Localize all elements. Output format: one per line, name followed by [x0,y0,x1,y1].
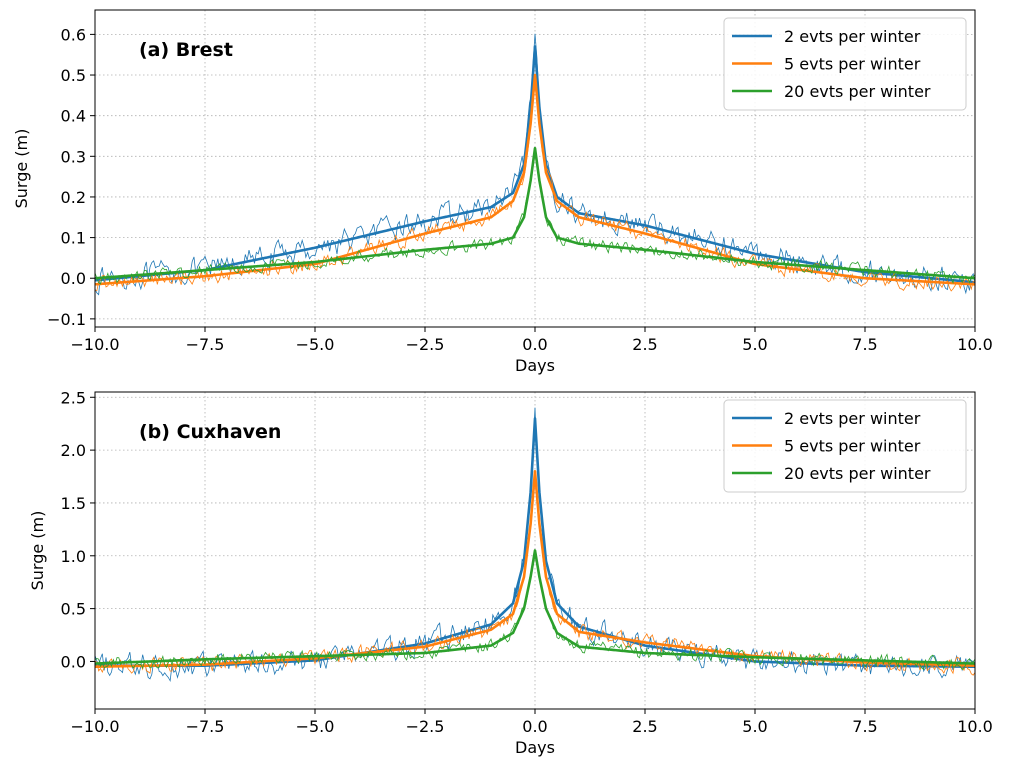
y-tick-label: 0.0 [61,269,86,288]
legend-label: 20 evts per winter [784,464,931,483]
y-tick-label: 2.5 [61,388,86,407]
y-tick-label: 1.5 [61,494,86,513]
plot-area [95,33,975,296]
panel-title: (a) Brest [139,39,233,61]
x-tick-label: 2.5 [632,335,657,354]
x-tick-label: −7.5 [186,335,225,354]
x-tick-label: −5.0 [296,717,335,736]
legend-label: 5 evts per winter [784,437,921,456]
y-axis-label: Surge (m) [12,129,31,209]
series-line-blue [95,417,975,669]
x-tick-label: 2.5 [632,717,657,736]
legend: 2 evts per winter 5 evts per winter 20 evt… [723,17,967,111]
series-line-green [95,549,975,665]
series-line-green [95,146,975,280]
y-tick-label: 0.4 [61,107,86,126]
series-line-orange [95,73,975,286]
y-tick-label: 2.0 [61,441,86,460]
x-axis-label: Days [515,738,555,757]
x-tick-label: −2.5 [406,717,445,736]
x-tick-label: 5.0 [742,717,767,736]
y-tick-label: 0.0 [61,652,86,671]
x-tick-label: −7.5 [186,717,225,736]
x-tick-label: −2.5 [406,335,445,354]
legend-label: 5 evts per winter [784,55,921,74]
x-tick-label: −10.0 [70,335,119,354]
x-tick-label: 0.0 [522,717,547,736]
panel-title: (b) Cuxhaven [139,421,281,443]
y-tick-label: 0.3 [61,147,86,166]
x-tick-label: 10.0 [957,717,993,736]
y-tick-label: 0.5 [61,66,86,85]
y-tick-label: 0.2 [61,188,86,207]
legend: 2 evts per winter 5 evts per winter 20 evt… [723,399,967,493]
x-tick-label: 5.0 [742,335,767,354]
x-tick-label: 7.5 [852,717,877,736]
x-tick-label: 10.0 [957,335,993,354]
y-axis-label: Surge (m) [28,511,47,591]
legend-label: 2 evts per winter [784,409,921,428]
plot-area [95,407,975,683]
legend-label: 20 evts per winter [784,82,931,101]
y-tick-label: 0.6 [61,25,86,44]
panel-0: −10.0 −7.5 −5.0 −2.5 0.0 2.5 5.0 7.5 10.0 −0.1 0.0… [12,9,993,375]
legend-label: 2 evts per winter [784,27,921,46]
x-tick-label: −10.0 [70,717,119,736]
y-tick-label: 1.0 [61,547,86,566]
series-line-blue [95,45,975,284]
y-tick-label: 0.5 [61,600,86,619]
panel-1: −10.0 −7.5 −5.0 −2.5 0.0 2.5 5.0 7.5 10.0 0.0 0.5 1… [28,388,993,757]
legend-box [723,399,967,493]
legend-box [723,17,967,111]
y-tick-label: 0.1 [61,229,86,248]
x-axis-label: Days [515,356,555,375]
x-tick-label: 0.0 [522,335,547,354]
y-tick-label: −0.1 [47,310,86,329]
sample-line-green [95,151,975,285]
x-tick-label: 7.5 [852,335,877,354]
x-tick-label: −5.0 [296,335,335,354]
